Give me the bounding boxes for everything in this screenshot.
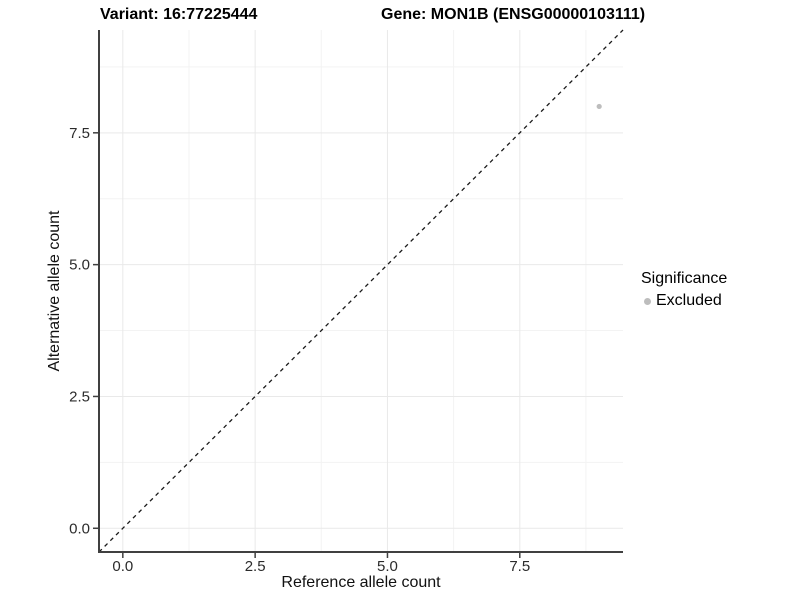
legend: Significance Excluded bbox=[641, 268, 727, 312]
plot-title-gene: Gene: MON1B (ENSG00000103111) bbox=[381, 6, 646, 23]
data-point-excluded bbox=[596, 103, 602, 110]
x-tick-label: 0.0 bbox=[112, 558, 133, 575]
y-tick-label: 5.0 bbox=[69, 257, 90, 274]
legend-item-excluded: Excluded bbox=[641, 290, 727, 312]
x-tick-label: 2.5 bbox=[245, 558, 266, 575]
legend-title: Significance bbox=[641, 270, 728, 287]
x-tick-label: 5.0 bbox=[377, 558, 398, 575]
x-axis-title: Reference allele count bbox=[281, 574, 441, 591]
legend-key-dot-icon bbox=[644, 297, 651, 305]
y-tick-label: 0.0 bbox=[69, 520, 90, 537]
identity-dashed-line bbox=[98, 29, 624, 553]
plot-title-variant: Variant: 16:77225444 bbox=[100, 6, 258, 23]
legend-item-label: Excluded bbox=[656, 292, 722, 309]
y-tick-label: 7.5 bbox=[69, 125, 90, 142]
y-tick-label: 2.5 bbox=[69, 388, 90, 405]
y-axis-title: Alternative allele count bbox=[46, 210, 63, 372]
x-tick-label: 7.5 bbox=[509, 558, 530, 575]
